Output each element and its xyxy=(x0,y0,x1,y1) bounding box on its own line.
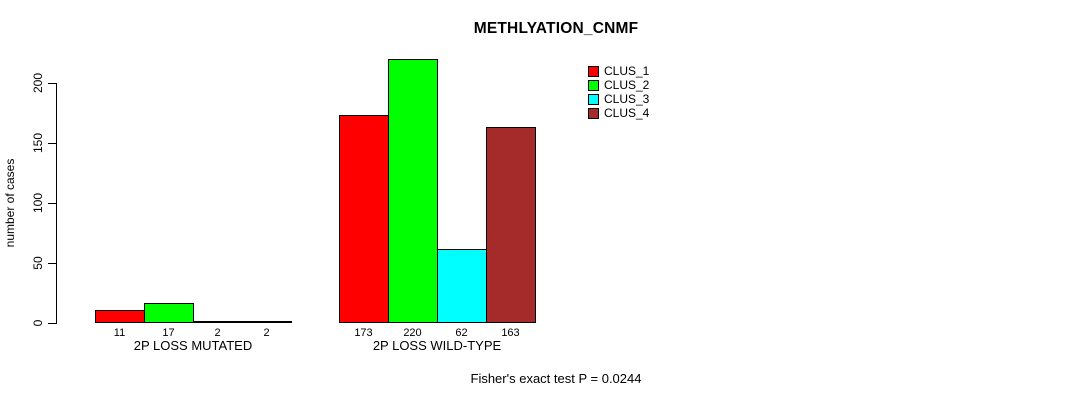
legend-label: CLUS_4 xyxy=(604,106,650,120)
y-tick-label: 0 xyxy=(31,319,45,327)
bar-clus_4-2 xyxy=(486,127,536,323)
y-tick-mark xyxy=(48,263,56,264)
legend-item-clus_2: CLUS_2 xyxy=(588,78,649,92)
legend-swatch xyxy=(588,93,599,105)
bar-clus_3-2 xyxy=(437,248,487,323)
bar-clus_1-2 xyxy=(339,115,389,323)
bar-value-label: 17 xyxy=(162,327,175,339)
category-label: 2P LOSS MUTATED xyxy=(133,338,253,353)
y-tick-label: 150 xyxy=(31,132,45,154)
y-tick-mark xyxy=(48,323,56,324)
legend: CLUS_1 CLUS_2 CLUS_3 CLUS_4 xyxy=(588,64,649,120)
legend-label: CLUS_1 xyxy=(604,64,650,78)
bar-value-label: 163 xyxy=(501,327,520,339)
y-tick-mark xyxy=(48,203,56,204)
legend-label: CLUS_2 xyxy=(604,78,650,92)
annotation-text: Fisher's exact test P = 0.0244 xyxy=(470,371,642,386)
bar-value-label: 11 xyxy=(113,327,126,339)
bar-value-label: 62 xyxy=(455,327,468,339)
bar-clus_1-1 xyxy=(95,309,145,323)
y-tick-mark xyxy=(48,143,56,144)
bar-value-label: 2 xyxy=(214,327,221,339)
bar-clus_2-2 xyxy=(388,59,438,323)
chart-title: METHLYATION_CNMF xyxy=(473,20,639,37)
category-label: 2P LOSS WILD-TYPE xyxy=(372,338,502,353)
legend-label: CLUS_3 xyxy=(604,92,650,106)
y-tick-mark xyxy=(48,83,56,84)
y-axis-line xyxy=(56,83,57,324)
bar-clus_4-1 xyxy=(242,320,292,323)
legend-swatch xyxy=(588,65,599,77)
legend-swatch xyxy=(588,79,599,91)
y-axis-label: number of cases xyxy=(3,158,17,248)
y-tick-label: 200 xyxy=(31,72,45,94)
y-tick-label: 100 xyxy=(31,192,45,214)
legend-item-clus_4: CLUS_4 xyxy=(588,106,649,120)
legend-item-clus_3: CLUS_3 xyxy=(588,92,649,106)
legend-swatch xyxy=(588,107,599,119)
legend-item-clus_1: CLUS_1 xyxy=(588,64,649,78)
bar-value-label: 173 xyxy=(354,327,373,339)
y-tick-label: 50 xyxy=(31,256,45,270)
bar-value-label: 2 xyxy=(263,327,270,339)
bar-clus_2-1 xyxy=(144,302,194,323)
bar-clus_3-1 xyxy=(193,320,243,323)
bar-value-label: 220 xyxy=(403,327,422,339)
